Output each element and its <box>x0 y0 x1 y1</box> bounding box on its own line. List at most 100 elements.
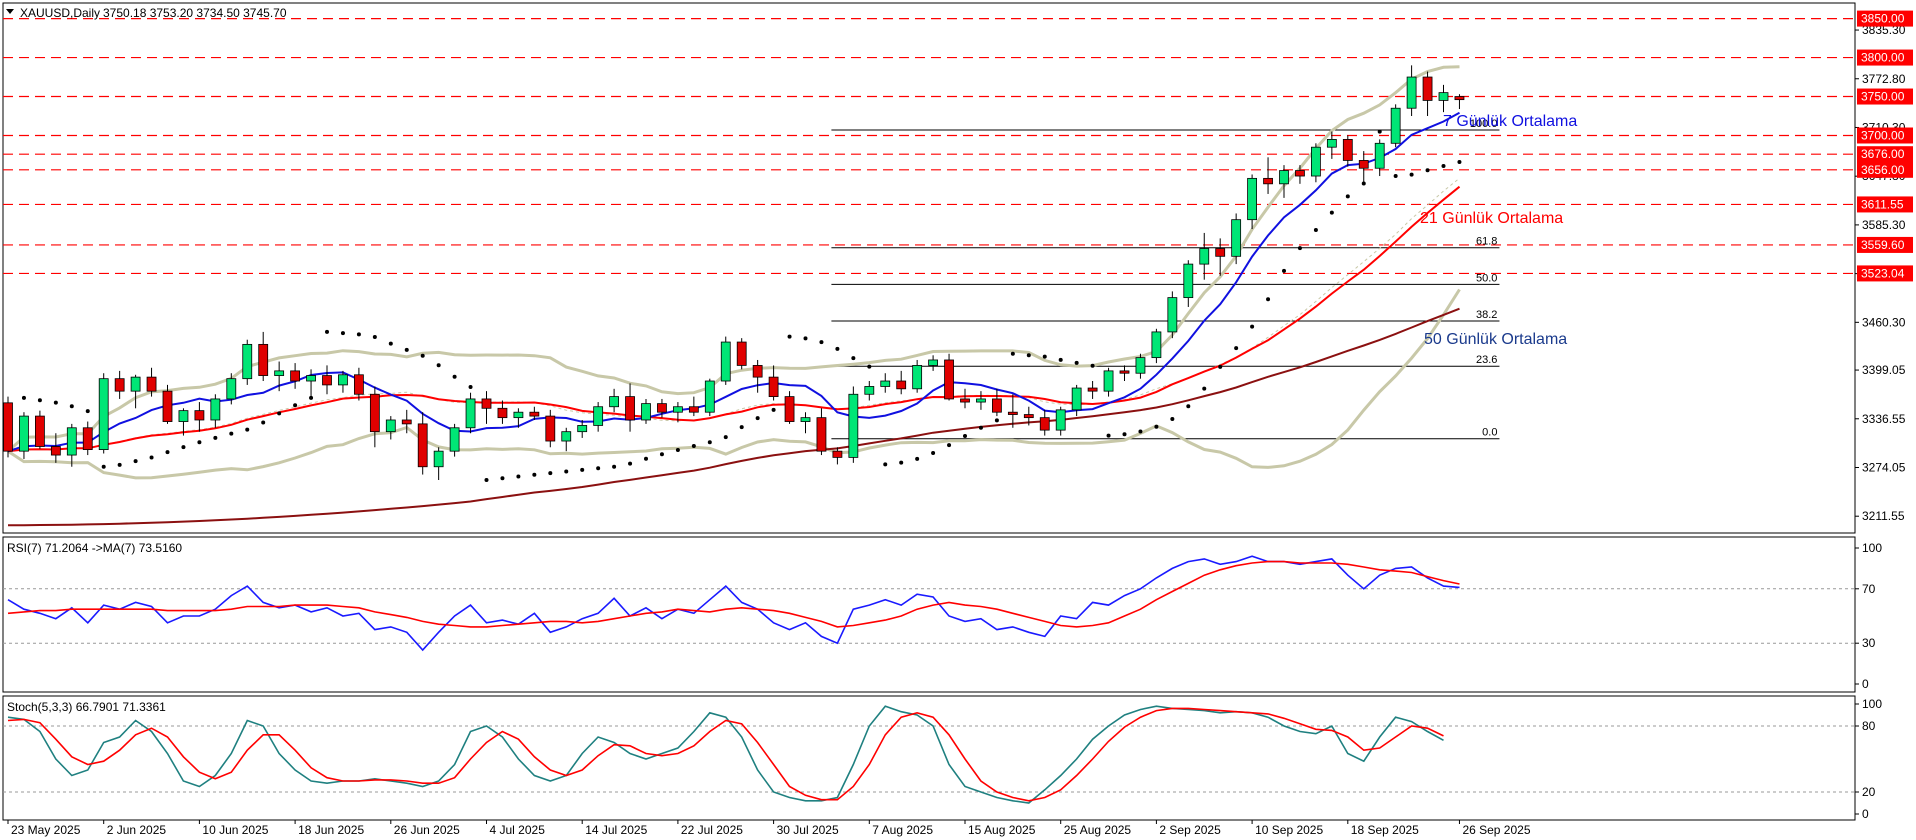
parabolic-sar <box>21 129 1462 482</box>
dropdown-arrow-icon[interactable] <box>6 9 14 14</box>
sar-dot <box>1122 432 1127 437</box>
price-tick-label: 3585.30 <box>1862 218 1906 232</box>
sar-dot <box>1026 353 1031 358</box>
sar-dot <box>1058 357 1063 362</box>
price-tag <box>1857 161 1913 178</box>
fib-label-50.0: 50.0 <box>1476 272 1497 284</box>
price-tag-label: 3750.00 <box>1861 90 1905 104</box>
candle-body <box>1023 414 1034 419</box>
candle-body <box>306 375 316 382</box>
candle-body <box>290 370 301 382</box>
price-tick-label: 3460.30 <box>1862 315 1906 329</box>
sar-dot <box>1297 246 1302 251</box>
candle-body <box>19 415 29 452</box>
sar-dot <box>1377 129 1382 134</box>
candle-body <box>1231 219 1242 257</box>
candle-body <box>1454 96 1465 101</box>
candle-body <box>688 406 699 413</box>
time-tick-label: 26 Jun 2025 <box>394 823 460 837</box>
candle-body <box>338 374 348 386</box>
price-tag <box>1857 236 1913 253</box>
sar-dot <box>723 435 728 440</box>
candle-body <box>1438 92 1449 101</box>
candle-body <box>465 398 476 429</box>
stoch-gridlines <box>3 725 1855 793</box>
candle-body <box>1215 248 1226 257</box>
price-tag <box>1857 88 1913 105</box>
sar-dot <box>181 445 186 450</box>
rsi-pane-frame <box>2 536 1856 693</box>
sar-dot <box>596 466 601 471</box>
candle-body <box>784 396 795 422</box>
candle-body <box>82 427 93 451</box>
candle-body <box>1326 138 1337 148</box>
time-tick-label: 10 Sep 2025 <box>1255 823 1323 837</box>
time-tick-label: 14 Jul 2025 <box>585 823 647 837</box>
stoch-axis: 100 80 20 0 <box>1855 697 1882 821</box>
sar-dot <box>628 461 633 466</box>
price-tick-label: 3336.55 <box>1862 412 1906 426</box>
candle-body <box>864 386 875 395</box>
sar-dot <box>325 329 329 334</box>
candle-body <box>385 419 396 433</box>
stoch-label: Stoch(5,3,3) 66.7901 71.3361 <box>7 700 166 714</box>
candle-body <box>816 417 827 452</box>
ma7-line <box>7 111 1460 453</box>
candle-body <box>513 411 524 419</box>
price-pane[interactable]: 100.061.850.038.223.60.0 3835.303772.803… <box>2 2 1913 534</box>
sar-dot <box>883 462 888 467</box>
sar-dot <box>963 434 967 439</box>
time-tick-label: 18 Jun 2025 <box>298 823 364 837</box>
price-tag <box>1857 10 1913 27</box>
sar-dot <box>117 462 122 467</box>
sar-dot <box>213 435 218 440</box>
stoch-series-1 <box>7 707 1444 802</box>
ma21-annotation: 21 Günlük Ortalama <box>1420 210 1563 227</box>
fib-label-100.0: 100.0 <box>1470 118 1498 130</box>
price-tag <box>1857 265 1913 282</box>
candle-body <box>593 406 604 426</box>
candle-body <box>66 427 77 456</box>
stoch-tick-label: 100 <box>1862 697 1882 711</box>
sar-dot <box>404 347 409 352</box>
candle-body <box>449 427 460 452</box>
sar-dot <box>1441 164 1446 169</box>
candle-body <box>704 380 715 413</box>
sar-dot <box>978 425 983 430</box>
candle-body <box>1119 370 1130 374</box>
sar-dot <box>899 460 904 465</box>
candlesticks[interactable] <box>3 65 1465 480</box>
sar-dot <box>787 334 792 339</box>
candle-body <box>880 380 891 387</box>
fibonacci-retracement: 100.0 61.8 50.0 38.2 23.6 0.0 <box>831 118 1500 440</box>
sar-dot <box>356 332 361 337</box>
candle-body <box>1342 138 1353 161</box>
candle-body <box>178 410 189 422</box>
sar-dot <box>420 353 425 358</box>
candle-body <box>673 406 683 413</box>
candle-body <box>960 398 970 403</box>
sar-dot <box>436 363 441 368</box>
candle-body <box>3 402 13 452</box>
candle-body <box>1295 170 1305 177</box>
time-tick-label: 7 Aug 2025 <box>872 823 933 837</box>
candle-body <box>1358 160 1369 169</box>
sar-dot <box>1218 364 1223 369</box>
candle-body <box>114 378 125 392</box>
rsi-pane[interactable]: 100 70 30 0 RSI(7) 71.2064 ->MA(7) 73.5160 <box>2 536 1882 693</box>
sar-dot <box>644 456 648 461</box>
price-tag-label: 3559.60 <box>1861 238 1905 252</box>
sar-dot <box>293 403 298 408</box>
candle-body <box>210 398 221 421</box>
time-tick-label: 15 Aug 2025 <box>968 823 1036 837</box>
sar-dot <box>532 472 537 477</box>
price-tick-label: 3211.55 <box>1862 509 1905 523</box>
stoch-pane[interactable]: 100 80 20 0 Stoch(5,3,3) 66.7901 71.3361 <box>2 695 1882 821</box>
candle-body <box>497 407 508 419</box>
price-tag-label: 3656.00 <box>1861 163 1905 177</box>
candle-body <box>481 398 492 409</box>
sar-dot <box>1361 181 1366 186</box>
sar-dot <box>340 331 345 336</box>
